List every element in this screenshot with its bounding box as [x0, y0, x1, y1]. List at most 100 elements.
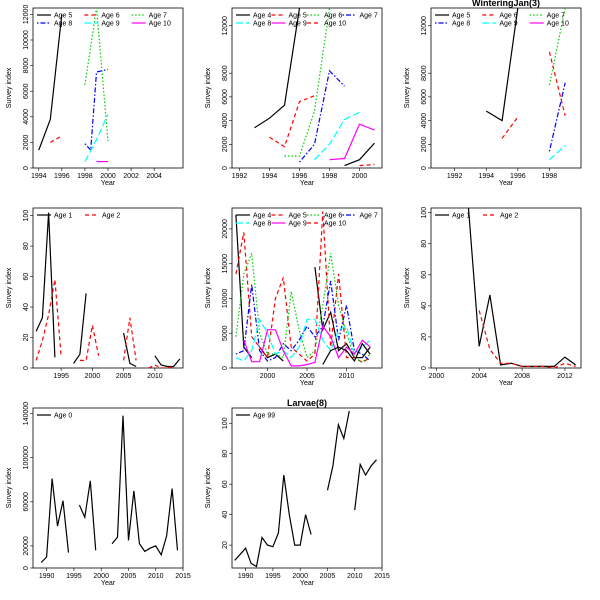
series-lines: [234, 410, 377, 568]
y-tick-label: 140000: [23, 402, 30, 425]
legend-entry: Age 7: [360, 13, 378, 20]
series-line-age-8: [84, 68, 109, 152]
chart-panel-8: 1990 1995 2000 2005 2010 2015 20 40 60 80 100 Year S…: [205, 398, 390, 587]
x-axis-label: Year: [499, 380, 514, 387]
y-axis-label: Survey index: [6, 267, 13, 308]
series-line-age-5: [485, 8, 519, 122]
x-tick-label: 2002: [123, 173, 139, 180]
x-tick-label: 2004: [471, 373, 487, 380]
y-tick-label: 4000: [222, 113, 229, 129]
y-tick-label: 60: [23, 273, 30, 281]
x-tick-label: 1996: [292, 173, 308, 180]
x-tick-label: 2015: [175, 573, 191, 580]
series-lines: [485, 8, 566, 161]
series-line-extra-7: [322, 342, 371, 365]
x-tick-label: 2005: [320, 573, 336, 580]
legend-entry: Age 10: [324, 21, 346, 28]
y-axis-label: Survey index: [6, 467, 13, 508]
x-axis-label: Year: [300, 180, 315, 187]
series-line-age-2: [123, 317, 137, 361]
legend-entry: Age 5: [289, 213, 307, 220]
y-axis-label: Survey index: [205, 67, 212, 108]
y-tick-label: 20000: [23, 536, 30, 556]
legend-entry: Age 5: [289, 13, 307, 20]
legend-entry: Age 8: [253, 221, 271, 228]
x-tick-label: 2000: [429, 373, 445, 380]
chart-panel-6: 2000 2004 2008 2012 0 20 40 60 80 100 Year Survey i…: [404, 207, 582, 387]
legend-entry: Age 6: [499, 13, 517, 20]
series-line-age-9: [329, 123, 375, 161]
legend-entry: Age 9: [289, 21, 307, 28]
legend-entry: Age 9: [101, 21, 119, 28]
plot-frame: [430, 7, 582, 169]
series-line-age-2: [35, 279, 62, 361]
x-tick-label: 1998: [542, 173, 558, 180]
legend-entry: Age 2: [500, 213, 518, 220]
series-line-age-4: [314, 267, 371, 359]
y-tick-label: 8000: [222, 65, 229, 81]
y-tick-label: 0: [421, 366, 428, 370]
plot-frame: [231, 407, 383, 569]
chart-panel-5: 2000 2005 2010 0 5000 10000 15000 20000 Year Surv…: [205, 207, 383, 387]
x-tick-label: 1995: [265, 573, 281, 580]
x-tick-label: 1998: [77, 173, 93, 180]
y-tick-label: 10000: [23, 30, 30, 50]
x-tick-label: 2005: [116, 373, 132, 380]
y-tick-label: 0: [23, 566, 30, 570]
y-tick-label: 100: [421, 207, 428, 219]
y-tick-label: 10000: [222, 289, 229, 309]
x-tick-label: 2000: [260, 373, 276, 380]
x-tick-label: 1990: [238, 573, 254, 580]
y-tick-label: 15000: [222, 254, 229, 274]
series-line-age-7: [84, 8, 109, 142]
legend-entry: Age 6: [324, 213, 342, 220]
x-tick-label: 2000: [292, 573, 308, 580]
y-tick-label: 6000: [222, 89, 229, 105]
legend-entry: Age 4: [253, 13, 271, 20]
series-line-age-6: [50, 135, 63, 143]
x-tick-label: 1995: [66, 573, 82, 580]
y-tick-label: 5000: [222, 325, 229, 341]
series-line-age-2: [148, 364, 174, 368]
legend-entry: Age 10: [547, 21, 569, 28]
x-tick-label: 1992: [232, 173, 248, 180]
legend-entry: Age 0: [54, 413, 72, 420]
y-tick-label: 0: [222, 366, 229, 370]
y-tick-label: 80: [23, 242, 30, 250]
x-tick-label: 2015: [374, 573, 390, 580]
y-tick-label: 6000: [421, 89, 428, 105]
y-tick-label: 12000: [421, 16, 428, 36]
series-lines: [254, 8, 375, 167]
series-lines: [38, 8, 109, 163]
chart-panel-4: 1995 2000 2005 2010 0 20 40 60 80 100 Survey index…: [6, 207, 184, 380]
series-line-age-9: [548, 145, 566, 161]
x-axis-label: Year: [300, 580, 315, 587]
series-lines: [235, 211, 371, 367]
y-tick-label: 2000: [23, 135, 30, 151]
legend-entry: Age 2: [102, 213, 120, 220]
y-axis-label: Survey index: [404, 267, 411, 308]
x-tick-label: 2010: [339, 373, 355, 380]
y-tick-label: 60: [222, 480, 229, 488]
y-axis-label: Survey index: [205, 467, 212, 508]
y-tick-label: 4000: [421, 113, 428, 129]
y-tick-label: 80: [222, 450, 229, 458]
x-axis-label: Year: [300, 380, 315, 387]
y-tick-label: 20: [421, 333, 428, 341]
plot-frame: [32, 407, 184, 569]
x-tick-label: 2008: [514, 373, 530, 380]
series-line-age-2: [478, 310, 576, 368]
series-line-age-0: [40, 478, 70, 563]
series-line-age-8: [235, 317, 371, 362]
series-line-extra-7: [344, 142, 375, 167]
chart-panel-3: 1992 1994 1996 1998 0 2000 4000 6000 8000 12000 Ye…: [404, 0, 582, 187]
x-tick-label: 2005: [121, 573, 137, 580]
legend-entry: Age 7: [360, 213, 378, 220]
y-tick-label: 100: [222, 417, 229, 429]
chart-panel-2: 1992 1994 1996 1998 2000 0 2000 4000 6000 8000 120…: [205, 7, 383, 187]
y-tick-label: 8000: [421, 65, 428, 81]
legend-entry: Age 5: [452, 13, 470, 20]
y-axis-label: Survey index: [205, 267, 212, 308]
